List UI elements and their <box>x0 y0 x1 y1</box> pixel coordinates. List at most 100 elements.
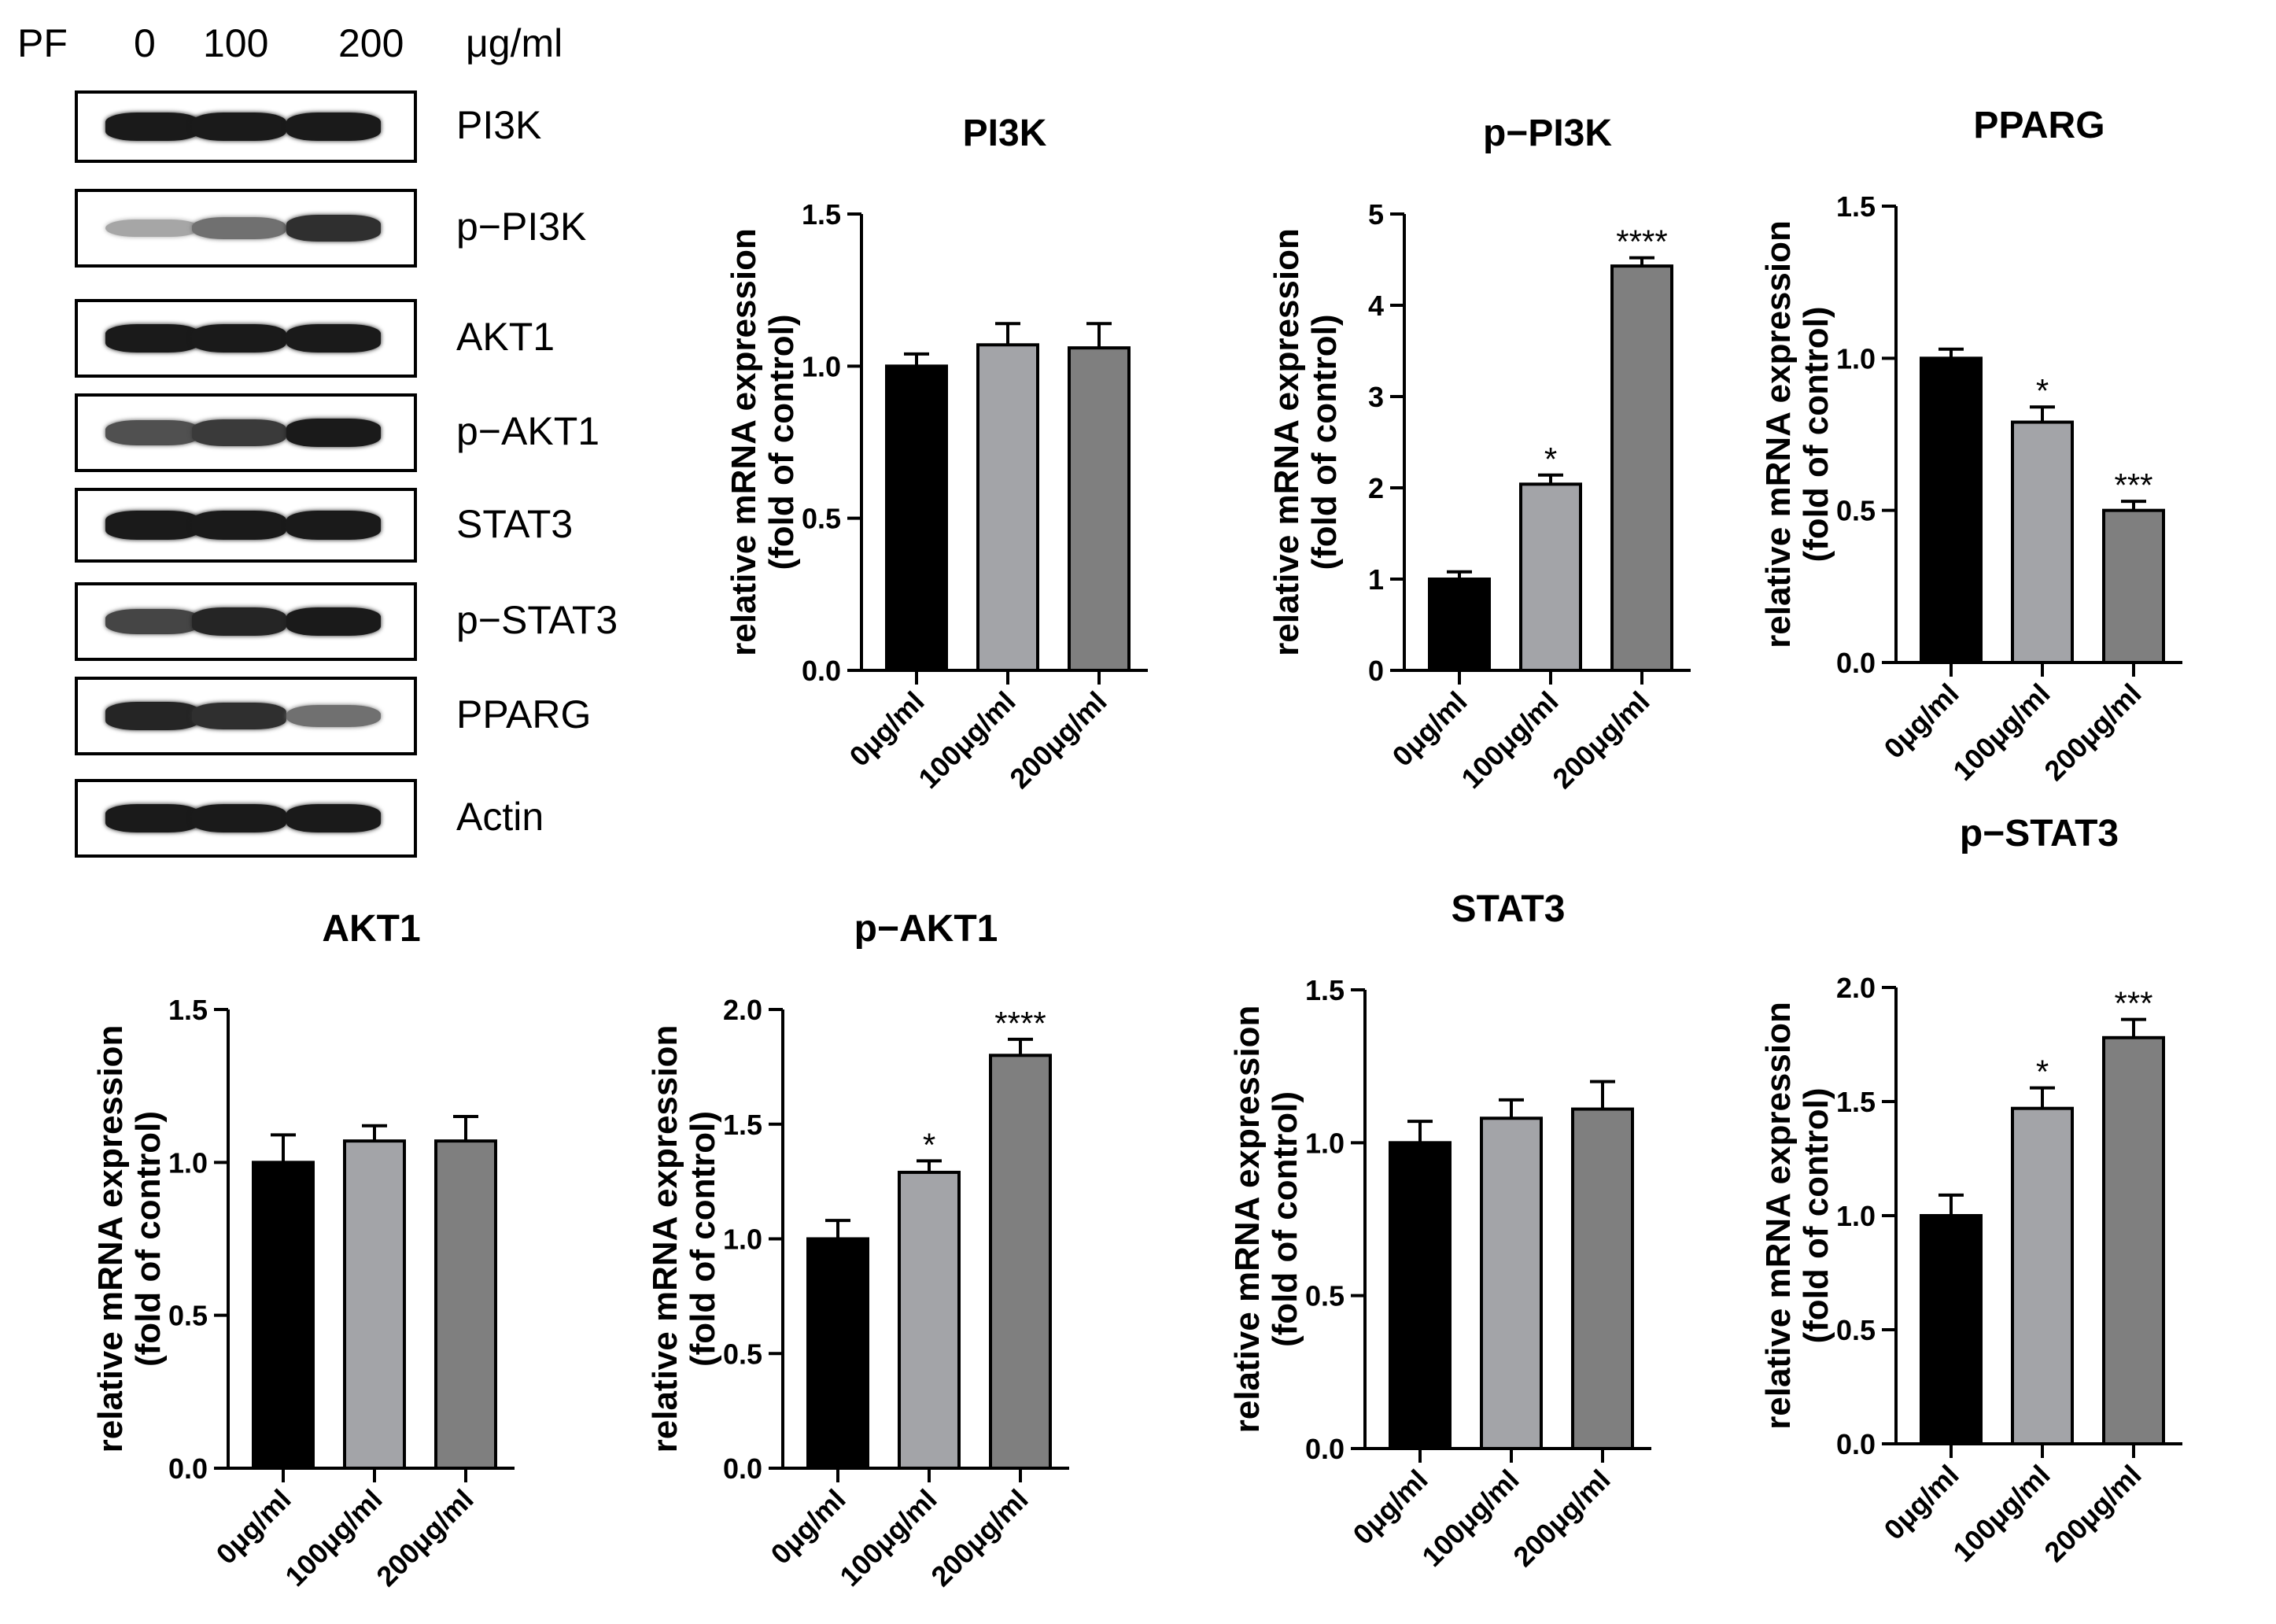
band-label: p−PI3K <box>456 205 587 249</box>
x-tick-label: 100μg/ml <box>833 1483 942 1593</box>
bar <box>1920 356 1983 664</box>
bar <box>1389 1141 1452 1450</box>
blot-band <box>105 112 200 142</box>
y-tick-label: 2 <box>1368 472 1384 504</box>
y-axis-label: relative mRNA expression <box>646 1025 684 1453</box>
chart-title: p−AKT1 <box>854 908 998 950</box>
x-tick-label: 200μg/ml <box>1507 1463 1616 1573</box>
blot-box <box>75 189 417 268</box>
y-tick-label: 0.5 <box>1836 495 1876 527</box>
bar <box>1480 1116 1543 1450</box>
blot-band <box>105 219 200 238</box>
bar <box>2102 508 2165 665</box>
band-label: AKT1 <box>456 315 555 359</box>
bar <box>976 343 1039 672</box>
chart-akt1: AKT1 relative mRNA expression (fold of con… <box>91 908 515 1593</box>
y-tick-label: 5 <box>1368 198 1384 231</box>
blot-band <box>286 607 381 637</box>
significance-marker: *** <box>2114 467 2152 504</box>
significance-marker: **** <box>1616 223 1667 260</box>
bar <box>343 1139 406 1470</box>
treatment-label: PF <box>17 21 68 65</box>
y-tick-label: 0.0 <box>802 655 841 687</box>
x-tick-label: 0μg/ml <box>1878 1459 1965 1546</box>
y-tick-label: 1.0 <box>802 350 841 382</box>
x-tick-label: 0μg/ml <box>1386 685 1474 773</box>
bar <box>898 1170 961 1470</box>
y-axis-label: relative mRNA expression <box>1228 1006 1267 1434</box>
y-axis-label: (fold of control) <box>129 1111 168 1367</box>
y-tick-label: 1.5 <box>1305 974 1345 1006</box>
y-tick-label: 0.0 <box>168 1452 208 1485</box>
y-tick-label: 1.0 <box>723 1224 762 1256</box>
y-tick-label: 1.0 <box>168 1146 208 1179</box>
bar <box>885 364 948 672</box>
y-tick-label: 1.5 <box>168 994 208 1026</box>
blot-band <box>192 803 286 833</box>
blot-band <box>192 323 286 353</box>
x-tick-label: 200μg/ml <box>2038 677 2147 787</box>
y-tick-label: 0.0 <box>723 1452 762 1485</box>
blot-band <box>105 702 200 730</box>
y-tick-label: 1.5 <box>802 198 841 231</box>
y-tick-label: 0.0 <box>1836 1428 1876 1460</box>
y-tick-label: 0.5 <box>802 503 841 535</box>
y-axis-label: (fold of control) <box>1797 306 1835 562</box>
significance-marker: * <box>2036 372 2049 409</box>
chart-title: p−PI3K <box>1483 113 1612 154</box>
bar <box>1519 482 1582 672</box>
bar <box>2011 420 2074 664</box>
blot-box <box>75 582 417 661</box>
x-tick-label: 0μg/ml <box>1878 677 1965 765</box>
y-axis-label: relative mRNA expression <box>1759 1002 1798 1430</box>
blot-band <box>286 323 381 353</box>
y-tick-label: 1.5 <box>723 1109 762 1141</box>
blot-band <box>105 803 200 833</box>
x-tick-label: 200μg/ml <box>924 1483 1034 1593</box>
blot-band <box>105 420 200 445</box>
y-axis-label: relative mRNA expression <box>91 1025 130 1453</box>
bar <box>434 1139 497 1470</box>
unit-label: μg/ml <box>466 21 563 65</box>
blot-band <box>192 607 286 636</box>
bar <box>1920 1214 1983 1445</box>
y-tick-label: 4 <box>1368 290 1384 322</box>
bar <box>989 1054 1052 1471</box>
bar <box>806 1237 869 1470</box>
blot-band <box>192 702 286 730</box>
y-tick-label: 0.5 <box>168 1300 208 1332</box>
y-tick-label: 0.5 <box>723 1338 762 1370</box>
y-axis-label: (fold of control) <box>1797 1087 1835 1343</box>
significance-marker: * <box>923 1126 935 1163</box>
y-tick-label: 0.0 <box>1305 1433 1345 1465</box>
chart-p-akt1: p−AKT1 relative mRNA expression (fold of c… <box>646 908 1069 1593</box>
y-axis-label: relative mRNA expression <box>1759 220 1798 648</box>
chart-stat3: STAT3 relative mRNA expression (fold of co… <box>1228 888 1651 1573</box>
y-tick-label: 2.0 <box>1836 972 1876 1004</box>
blot-box <box>75 779 417 858</box>
blot-box <box>75 393 417 472</box>
y-tick-label: 1.0 <box>1836 1200 1876 1232</box>
y-tick-label: 1.5 <box>1836 190 1876 223</box>
chart-pi3k: PI3K relative mRNA expression (fold of con… <box>725 113 1148 795</box>
blot-band <box>286 704 381 728</box>
dose-label-100: 100 <box>203 21 269 65</box>
y-axis-label: (fold of control) <box>1266 1091 1304 1347</box>
y-tick-label: 3 <box>1368 381 1384 413</box>
blot-band <box>105 511 200 540</box>
band-label: PI3K <box>456 103 542 147</box>
bar <box>252 1161 315 1470</box>
bar <box>1428 578 1491 672</box>
band-label: Actin <box>456 795 544 839</box>
x-tick-label: 0μg/ml <box>1347 1463 1434 1551</box>
y-tick-label: 1.5 <box>1836 1086 1876 1118</box>
significance-marker: * <box>1544 441 1557 478</box>
blot-band <box>192 419 286 446</box>
x-tick-label: 0μg/ml <box>843 685 931 773</box>
chart-title: PPARG <box>1973 105 2104 146</box>
chart-title: PI3K <box>963 113 1047 154</box>
blot-band <box>286 803 381 833</box>
blot-box <box>75 299 417 378</box>
x-tick-label: 100μg/ml <box>912 685 1021 795</box>
y-tick-label: 0.5 <box>1836 1314 1876 1346</box>
